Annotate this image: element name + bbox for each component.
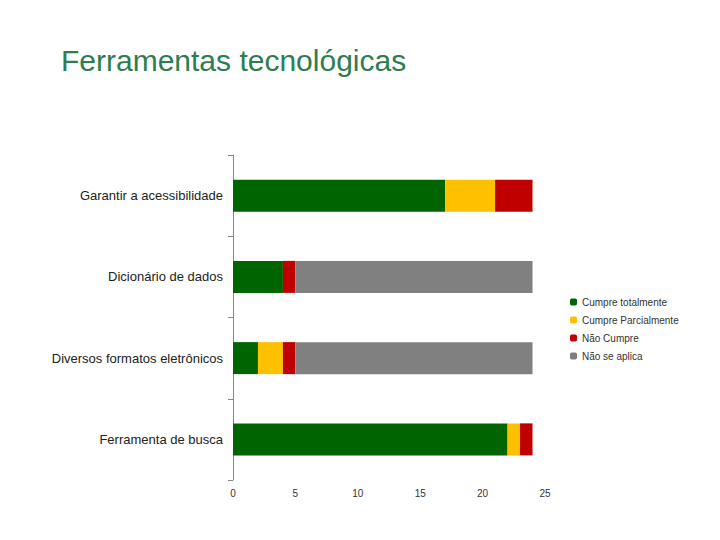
svg-text:Cumpre Parcialmente: Cumpre Parcialmente — [582, 315, 679, 326]
svg-text:25: 25 — [539, 488, 551, 499]
svg-text:0: 0 — [230, 488, 236, 499]
svg-text:Não se aplica: Não se aplica — [582, 351, 643, 362]
svg-text:5: 5 — [293, 488, 299, 499]
svg-text:10: 10 — [352, 488, 364, 499]
svg-text:15: 15 — [415, 488, 427, 499]
svg-text:Ferramenta de busca: Ferramenta de busca — [99, 432, 223, 447]
svg-text:Diversos formatos eletrônicos: Diversos formatos eletrônicos — [52, 351, 224, 366]
svg-text:Ferramentas tecnológicas: Ferramentas tecnológicas — [61, 44, 406, 77]
svg-text:Dicionário de dados: Dicionário de dados — [108, 269, 223, 284]
svg-text:Cumpre totalmente: Cumpre totalmente — [582, 297, 667, 308]
svg-text:Não Cumpre: Não Cumpre — [582, 333, 639, 344]
svg-text:Garantir a acessibilidade: Garantir a acessibilidade — [80, 188, 223, 203]
svg-text:20: 20 — [477, 488, 489, 499]
